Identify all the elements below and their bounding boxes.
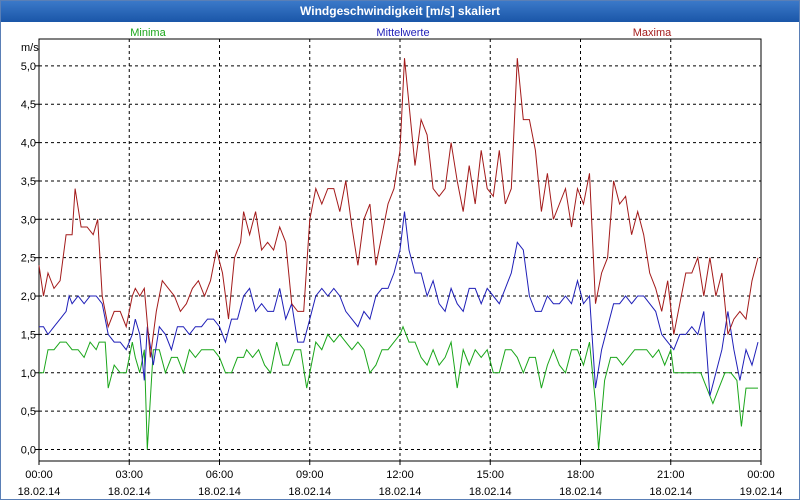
y-tick-label: 3,0 — [21, 214, 36, 226]
x-tick-time-label: 21:00 — [657, 469, 685, 481]
x-tick-date-label: 18.02.14 — [649, 486, 692, 498]
x-tick-date-label: 18.02.14 — [379, 486, 422, 498]
y-tick-label: 4,5 — [21, 99, 36, 111]
series-line-minima — [39, 325, 758, 450]
x-tick-date-label: 18.02.14 — [288, 486, 331, 498]
x-tick-date-label: 18.02.14 — [198, 486, 241, 498]
x-tick-time-label: 15:00 — [476, 469, 504, 481]
x-tick-time-label: 00:00 — [747, 469, 775, 481]
x-tick-time-label: 18:00 — [567, 469, 595, 481]
y-tick-label: 1,0 — [21, 368, 36, 380]
x-tick-date-label: 18.02.14 — [559, 486, 602, 498]
x-tick-date-label: 18.02.14 — [469, 486, 512, 498]
legend-entry-minima: Minima — [130, 27, 166, 39]
y-axis-label: m/s — [21, 42, 39, 54]
x-tick-date-label: 18.02.14 — [18, 486, 61, 498]
y-tick-label: 3,5 — [21, 176, 36, 188]
x-tick-date-label: 19.02.14 — [740, 486, 783, 498]
x-tick-time-label: 06:00 — [206, 469, 234, 481]
y-tick-label: 5,0 — [21, 61, 36, 73]
y-tick-label: 2,5 — [21, 253, 36, 265]
series-lines — [38, 58, 759, 450]
x-tick-time-label: 00:00 — [25, 469, 53, 481]
legend: Minima Mittelwerte Maxima — [130, 27, 672, 39]
y-tick-label: 2,0 — [21, 291, 36, 303]
series-line-mittelwerte — [39, 211, 759, 396]
y-tick-label: 1,5 — [21, 329, 36, 341]
y-tick-label: 0,0 — [21, 444, 36, 456]
x-tick-time-label: 12:00 — [386, 469, 414, 481]
legend-entry-maxima: Maxima — [633, 27, 672, 39]
x-tick-time-label: 03:00 — [115, 469, 143, 481]
y-tick-label: 4,0 — [21, 138, 36, 150]
x-tick-time-label: 09:00 — [296, 469, 324, 481]
series-line-maxima — [38, 58, 759, 358]
window-title: Windgeschwindigkeit [m/s] skaliert — [1, 1, 799, 22]
y-tick-label: 0,5 — [21, 406, 36, 418]
x-tick-date-label: 18.02.14 — [108, 486, 151, 498]
axis-ticks: 0,0 0,5 1,0 1,5 2,0 2,5 3,0 3,5 4,0 4,5 5,0 00:00 18… — [18, 61, 783, 498]
legend-entry-mittelwerte: Mittelwerte — [376, 27, 429, 39]
